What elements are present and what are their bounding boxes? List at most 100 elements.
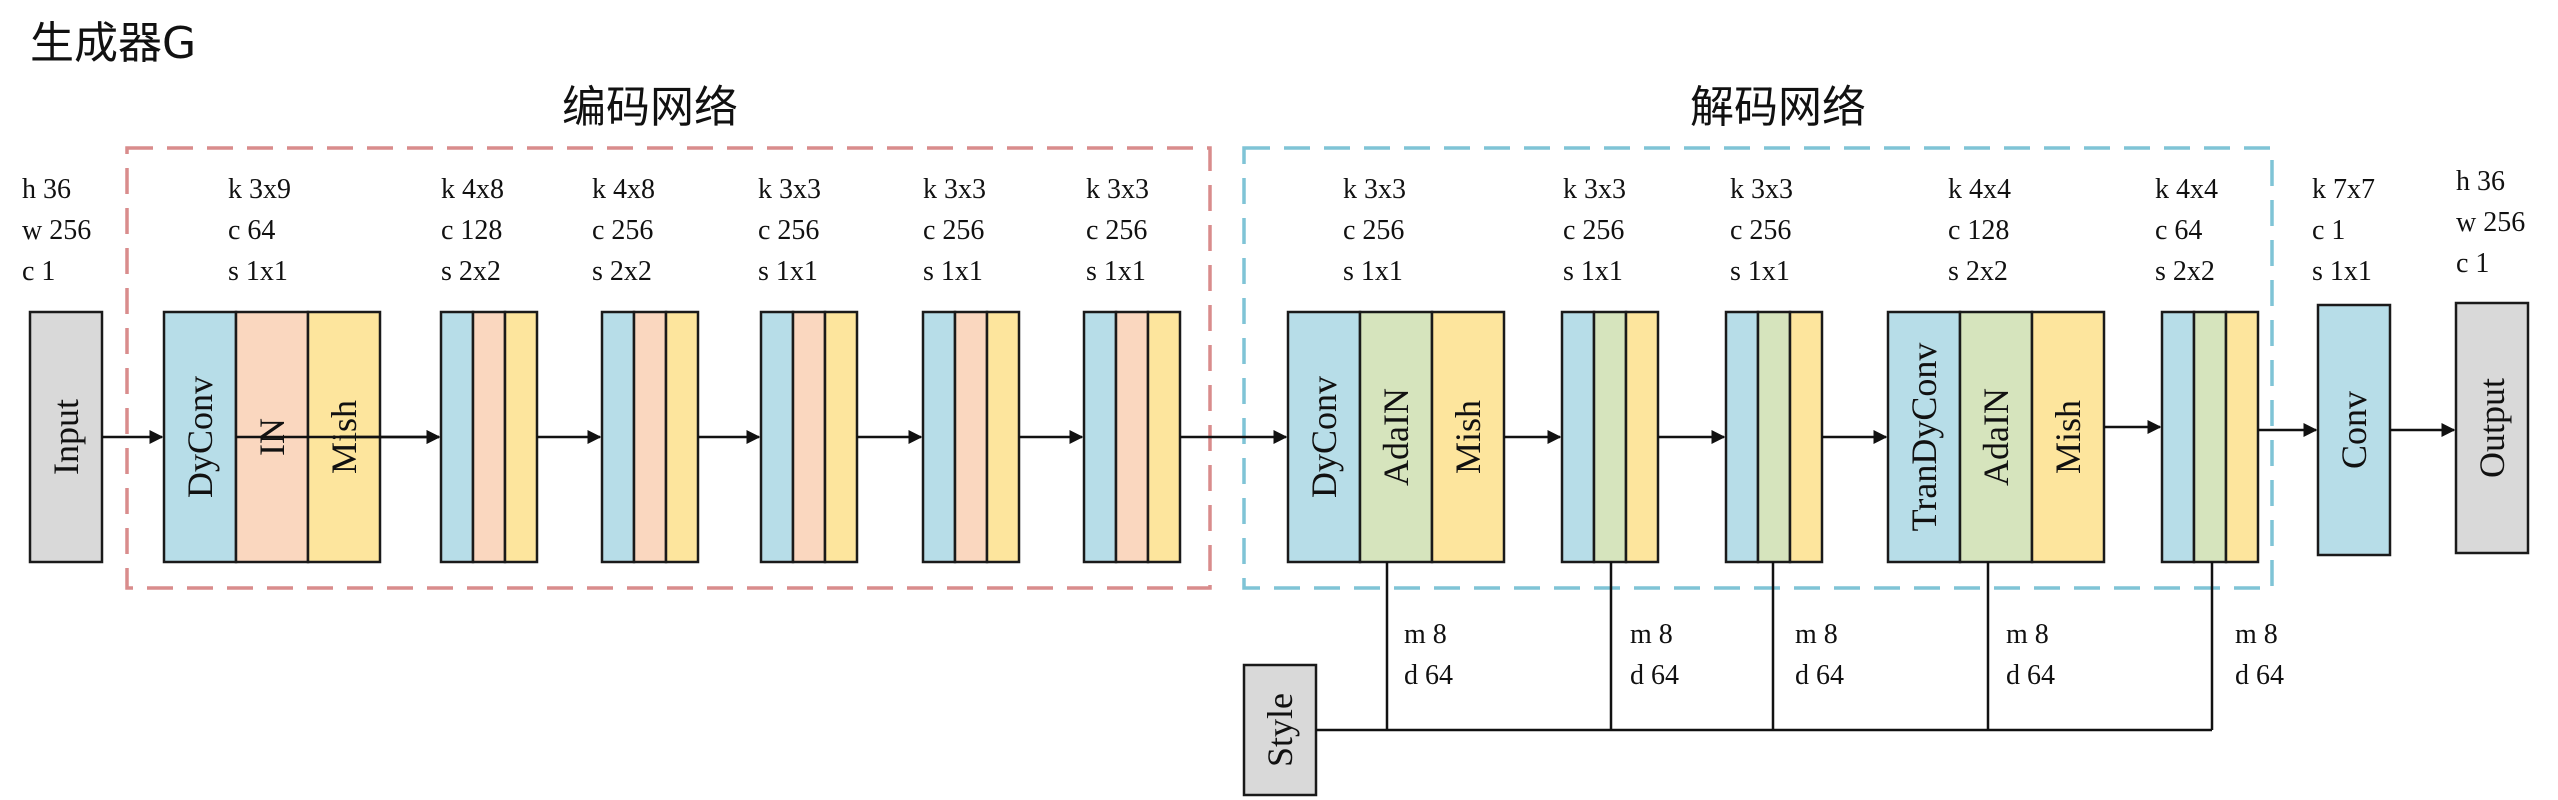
final-conv-param-0: k 7x7 [2312, 174, 2375, 205]
final-conv-block [2316, 303, 2392, 557]
decoder-group-border [1242, 146, 2274, 590]
style-block [1242, 663, 1318, 797]
decoder-block-3-style-param-0: m 8 [1795, 619, 1838, 650]
decoder-block-4-param-2: s 2x2 [1948, 256, 2008, 287]
decoder-block-2-adain-layer [1592, 310, 1628, 564]
decoder-block-4-adain-label: AdaIN [1976, 388, 2016, 486]
decoder-block-4-param-1: c 128 [1948, 215, 2009, 246]
decoder-block-5-param-2: s 2x2 [2155, 256, 2215, 287]
encoder-block-2-conv-layer [439, 310, 475, 564]
encoder-block-6-mish-layer [1146, 310, 1182, 564]
encoder-block-1-conv-layer [162, 310, 238, 564]
encoder-block-6-in-layer [1114, 310, 1150, 564]
encoder-group-border [125, 146, 1212, 590]
decoder-block-4-mish-label: Mish [2048, 400, 2088, 474]
decoder-block-1-style-param-0: m 8 [1404, 619, 1447, 650]
encoder-block-2-in-layer [471, 310, 507, 564]
decoder-block-2-style-param-0: m 8 [1630, 619, 1673, 650]
encoder-block-3-param-2: s 2x2 [592, 256, 652, 287]
encoder-block-5-in-layer [953, 310, 989, 564]
decoder-block-3-conv-layer [1724, 310, 1760, 564]
decoder-block-5-mish-layer [2224, 310, 2260, 564]
decoder-block-5-style-param-0: m 8 [2235, 619, 2278, 650]
input-label: Input [46, 399, 86, 475]
decoder-block-1-style-param-1: d 64 [1404, 660, 1453, 691]
encoder-block-3-conv-layer [600, 310, 636, 564]
decoder-block-4-style-param-0: m 8 [2006, 619, 2049, 650]
decoder-block-3-adain-layer [1756, 310, 1792, 564]
decoder-block-2-param-1: c 256 [1563, 215, 1624, 246]
encoder-block-5-param-2: s 1x1 [923, 256, 983, 287]
encoder-block-6-param-0: k 3x3 [1086, 174, 1149, 205]
decoder-block-1-mish-label: Mish [1448, 400, 1488, 474]
encoder-block-4-param-2: s 1x1 [758, 256, 818, 287]
decoder-block-3-param-2: s 1x1 [1730, 256, 1790, 287]
encoder-block-6-conv-layer [1082, 310, 1118, 564]
encoder-block-2-param-0: k 4x8 [441, 174, 504, 205]
encoder-block-3-param-0: k 4x8 [592, 174, 655, 205]
decoder-block-3-param-1: c 256 [1730, 215, 1791, 246]
encoder-block-4-in-layer [791, 310, 827, 564]
encoder-block-1-conv-label: DyConv [180, 376, 220, 498]
decoder-block-1-param-0: k 3x3 [1343, 174, 1406, 205]
decoder-block-4-conv-layer [1886, 310, 1962, 564]
encoder-block-2-mish-layer [503, 310, 539, 564]
decoder-block-5-style-param-1: d 64 [2235, 660, 2284, 691]
encoder-block-3-in-layer [632, 310, 668, 564]
decoder-block-1-conv-label: DyConv [1304, 376, 1344, 498]
encoder-block-4-param-1: c 256 [758, 215, 819, 246]
decoder-block-2-mish-layer [1624, 310, 1660, 564]
decoder-block-1-param-2: s 1x1 [1343, 256, 1403, 287]
output-param-2: c 1 [2456, 248, 2489, 279]
encoder-block-2-param-1: c 128 [441, 215, 502, 246]
encoder-block-3-param-1: c 256 [592, 215, 653, 246]
decoder-block-5-param-1: c 64 [2155, 215, 2202, 246]
decoder-block-1-mish-layer [1430, 310, 1506, 564]
decoder-block-2-param-0: k 3x3 [1563, 174, 1626, 205]
encoder-block-1-param-1: c 64 [228, 215, 275, 246]
decoder-block-4-conv-label: TranDyConv [1904, 343, 1944, 532]
input-block [28, 310, 104, 564]
output-block [2454, 301, 2530, 555]
encoder-label: 编码网络 [562, 82, 738, 133]
encoder-block-4-param-0: k 3x3 [758, 174, 821, 205]
decoder-block-5-adain-layer [2192, 310, 2228, 564]
encoder-block-3-mish-layer [664, 310, 700, 564]
decoder-block-4-param-0: k 4x4 [1948, 174, 2011, 205]
style-label: Style [1260, 693, 1300, 767]
encoder-block-6-param-2: s 1x1 [1086, 256, 1146, 287]
decoder-block-4-style-param-1: d 64 [2006, 660, 2055, 691]
decoder-block-1-param-1: c 256 [1343, 215, 1404, 246]
decoder-block-2-conv-layer [1560, 310, 1596, 564]
final-conv-label: Conv [2334, 391, 2374, 469]
output-param-0: h 36 [2456, 166, 2505, 197]
input-param-2: c 1 [22, 256, 55, 287]
encoder-block-5-param-0: k 3x3 [923, 174, 986, 205]
encoder-block-1-param-0: k 3x9 [228, 174, 291, 205]
decoder-block-5-param-0: k 4x4 [2155, 174, 2218, 205]
final-conv-param-1: c 1 [2312, 215, 2345, 246]
decoder-block-1-adain-layer [1358, 310, 1434, 564]
encoder-block-5-mish-layer [985, 310, 1021, 564]
output-param-1: w 256 [2456, 207, 2525, 238]
encoder-block-4-mish-layer [823, 310, 859, 564]
decoder-block-4-adain-layer [1958, 310, 2034, 564]
encoder-block-5-param-1: c 256 [923, 215, 984, 246]
decoder-block-2-param-2: s 1x1 [1563, 256, 1623, 287]
encoder-block-2-param-2: s 2x2 [441, 256, 501, 287]
encoder-block-5-conv-layer [921, 310, 957, 564]
decoder-label: 解码网络 [1690, 82, 1866, 133]
input-param-0: h 36 [22, 174, 71, 205]
final-conv-param-2: s 1x1 [2312, 256, 2372, 287]
decoder-block-3-mish-layer [1788, 310, 1824, 564]
decoder-block-4-mish-layer [2030, 310, 2106, 564]
output-label: Output [2472, 378, 2512, 478]
decoder-block-3-style-param-1: d 64 [1795, 660, 1844, 691]
encoder-block-6-param-1: c 256 [1086, 215, 1147, 246]
diagram-title: 生成器G [30, 18, 196, 69]
decoder-block-3-param-0: k 3x3 [1730, 174, 1793, 205]
encoder-block-4-conv-layer [759, 310, 795, 564]
encoder-block-1-param-2: s 1x1 [228, 256, 288, 287]
input-param-1: w 256 [22, 215, 91, 246]
